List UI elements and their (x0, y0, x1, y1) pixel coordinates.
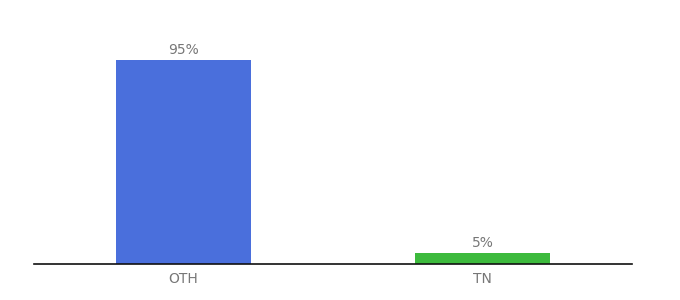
Bar (415, 253, 550, 264)
Text: 95%: 95% (168, 43, 199, 57)
Bar (116, 60, 251, 264)
Text: 5%: 5% (472, 236, 494, 250)
